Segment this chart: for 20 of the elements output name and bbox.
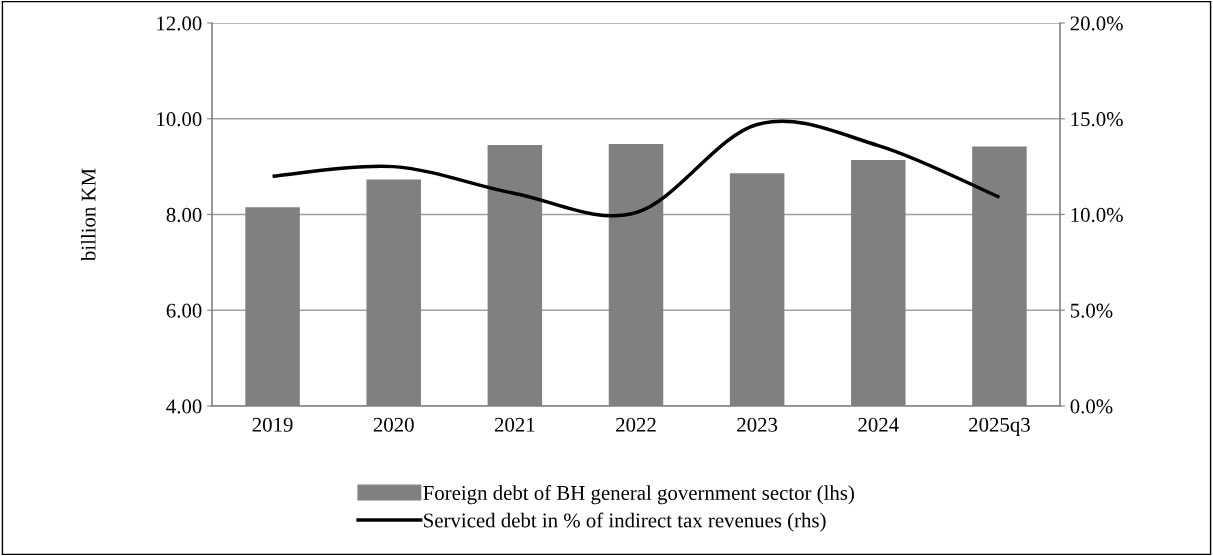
legend-label: Serviced debt in % of indirect tax revenues (rhs) <box>424 512 826 532</box>
y2-tick-label: 0.0% <box>1070 399 1113 414</box>
x-tick-label: 2022 <box>616 417 656 432</box>
x-tick-label: 2024 <box>858 417 899 432</box>
y-tick-label: 12.00 <box>157 16 202 31</box>
y2-tick-label: 5.0% <box>1070 303 1113 318</box>
x-tick-label: 2023 <box>737 417 778 432</box>
y-axis-title: billion KM <box>80 168 96 262</box>
y-tick-label: 4.00 <box>166 399 202 414</box>
legend-label: Foreign debt of BH general government sector (lhs) <box>423 485 854 505</box>
y2-tick-label: 20.0% <box>1070 16 1123 31</box>
x-tick-label: 2025q3 <box>969 417 1030 436</box>
y2-tick-label: 10.0% <box>1071 207 1123 223</box>
y-tick-label: 8.00 <box>166 207 202 223</box>
y2-tick-label: 15.0% <box>1071 112 1123 127</box>
x-tick-label: 2021 <box>494 417 535 432</box>
x-tick-label: 2020 <box>373 417 414 432</box>
y-tick-label: 10.00 <box>157 112 202 127</box>
y-tick-label: 6.00 <box>166 303 202 318</box>
x-tick-label: 2019 <box>252 417 293 432</box>
